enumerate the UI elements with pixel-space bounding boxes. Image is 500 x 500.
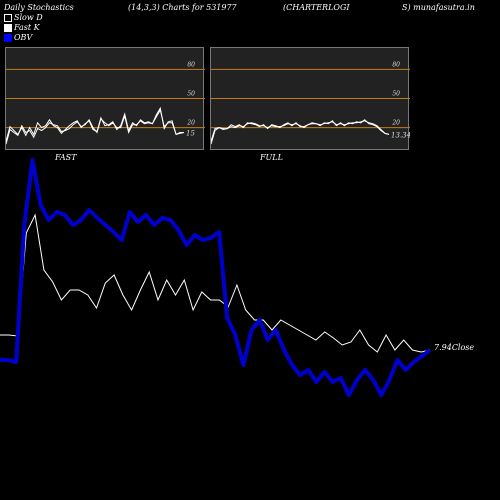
chart-title: Daily Stochastics	[4, 3, 74, 12]
legend-item-obv: OBV	[4, 33, 32, 42]
obv-line	[0, 158, 432, 397]
fast-level-label-80: 80	[187, 61, 195, 68]
legend-label-fast-k: Fast K	[14, 23, 40, 32]
close-word: Close	[451, 343, 475, 352]
fast-last-value-label: 15	[186, 129, 195, 137]
fast-level-label-20: 20	[186, 120, 195, 127]
legend-swatch-fast-k	[4, 23, 12, 32]
legend-item-slow-d: Slow D	[4, 13, 43, 22]
full-level-label-80: 80	[392, 61, 400, 68]
chart-params: (14,3,3) Charts for 531977	[128, 3, 237, 12]
full-level-label-50: 50	[392, 91, 400, 98]
fast-panel: 80 50 20 15	[5, 47, 205, 150]
legend-item-fast-k: Fast K	[4, 23, 40, 32]
full-level-label-20: 20	[391, 120, 400, 127]
legend-label-slow-d: Slow D	[14, 13, 43, 22]
price-line	[0, 213, 431, 353]
full-panel: 80 50 20 13.34	[210, 47, 410, 150]
company-name: (CHARTERLOGI	[283, 3, 350, 12]
full-series-2-line	[211, 119, 390, 142]
fast-plot: 80 50 20 15	[6, 61, 205, 145]
legend-swatch-obv	[4, 33, 12, 42]
full-plot: 80 50 20 13.34	[211, 61, 410, 145]
site-name: S) munafasutra.in	[402, 3, 475, 12]
fast-level-label-50: 50	[187, 91, 195, 98]
close-value: 7.94	[434, 343, 452, 352]
fast-label: FAST	[55, 153, 77, 162]
legend-label-obv: OBV	[14, 33, 33, 42]
close-label: 7.94Close	[434, 343, 474, 352]
legend-swatch-slow-d	[4, 13, 12, 22]
full-last-value-label: 13.34	[391, 131, 410, 139]
full-label: FULL	[260, 153, 283, 162]
fast-series-2-line	[6, 106, 184, 142]
